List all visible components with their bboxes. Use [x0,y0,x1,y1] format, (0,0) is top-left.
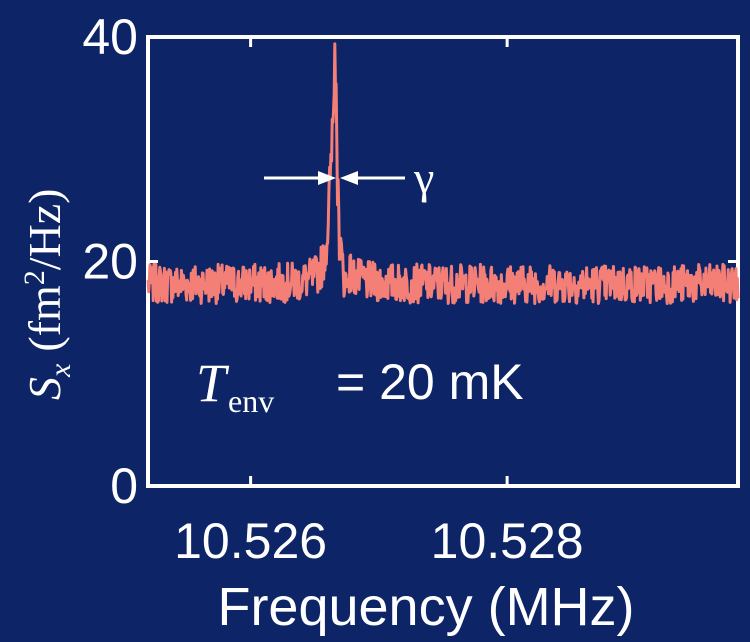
left-arrow-head [318,171,336,185]
y-tick-label: 40 [82,9,138,65]
y-tick-label: 0 [110,458,138,514]
x-tick-label: 10.528 [431,513,584,569]
spectrum-trace [146,42,740,305]
temperature-value: = 20 mK [336,354,524,410]
y-axis-label: Sx (fm2/Hz) [18,189,77,401]
x-axis-label: Frequency (MHz) [217,577,634,637]
linewidth-arrows [264,171,405,185]
temperature-symbol: T [196,353,230,413]
y-tick-label: 20 [82,234,138,290]
gamma-label: γ [413,152,434,203]
y-axis-label-units-power: 2 [18,270,51,285]
y-axis-label-units-open: (fm [19,285,70,352]
y-axis-label-subscript: x [44,363,77,378]
y-axis-label-units-close: /Hz) [19,189,70,271]
y-axis-label-symbol: S [19,377,70,400]
right-arrow-head [340,171,358,185]
axis-ticks: 10.526 10.528 0 20 40 [82,9,738,569]
x-tick-label: 10.526 [174,513,327,569]
temperature-subscript: env [228,383,274,419]
